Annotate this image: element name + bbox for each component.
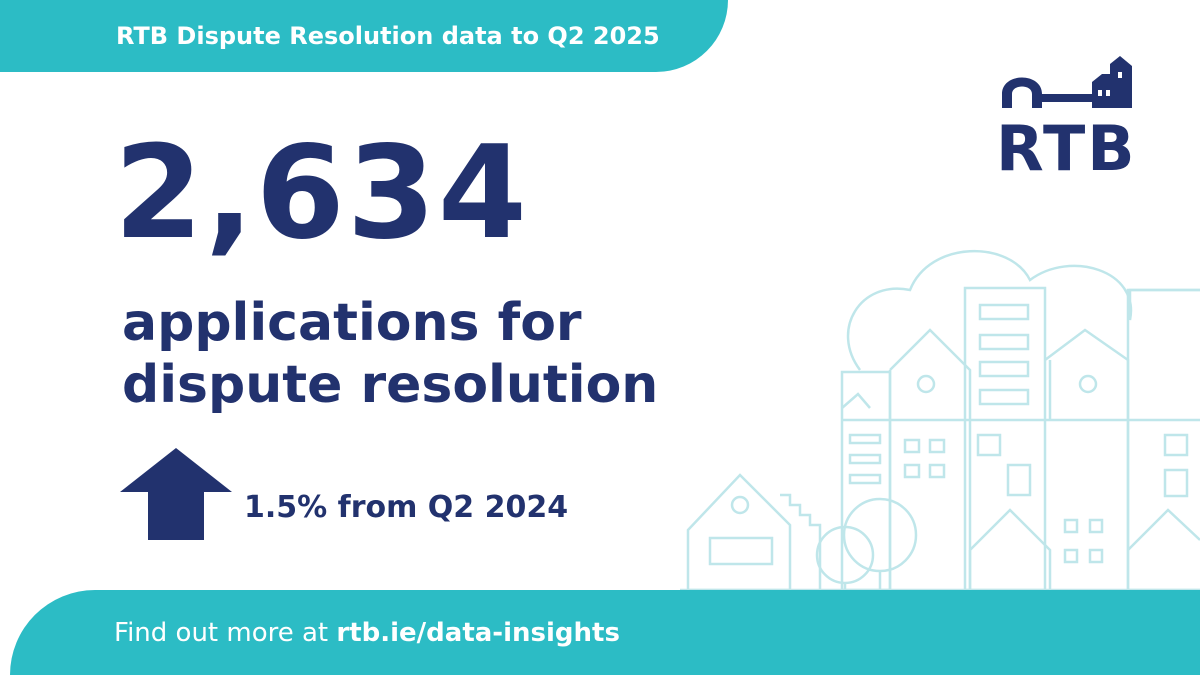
city-illustration — [680, 250, 1200, 592]
header-title: RTB Dispute Resolution data to Q2 2025 — [116, 22, 660, 50]
stat-description: applications for dispute resolution — [122, 292, 658, 416]
logo-text: RTB — [996, 112, 1137, 185]
footer-prefix: Find out more at — [114, 618, 329, 648]
footer-text: Find out more at rtb.ie/data-insights — [114, 618, 620, 648]
logo-icon — [1002, 56, 1132, 108]
stat-value: 2,634 — [114, 119, 529, 268]
description-line: applications for — [122, 293, 582, 353]
footer-band: Find out more at rtb.ie/data-insights — [10, 590, 1200, 675]
change-text: 1.5% from Q2 2024 — [244, 490, 569, 525]
up-arrow — [120, 448, 232, 540]
description-line: dispute resolution — [122, 355, 659, 415]
header-band: RTB Dispute Resolution data to Q2 2025 — [0, 0, 728, 72]
footer-link[interactable]: rtb.ie/data-insights — [336, 618, 620, 648]
